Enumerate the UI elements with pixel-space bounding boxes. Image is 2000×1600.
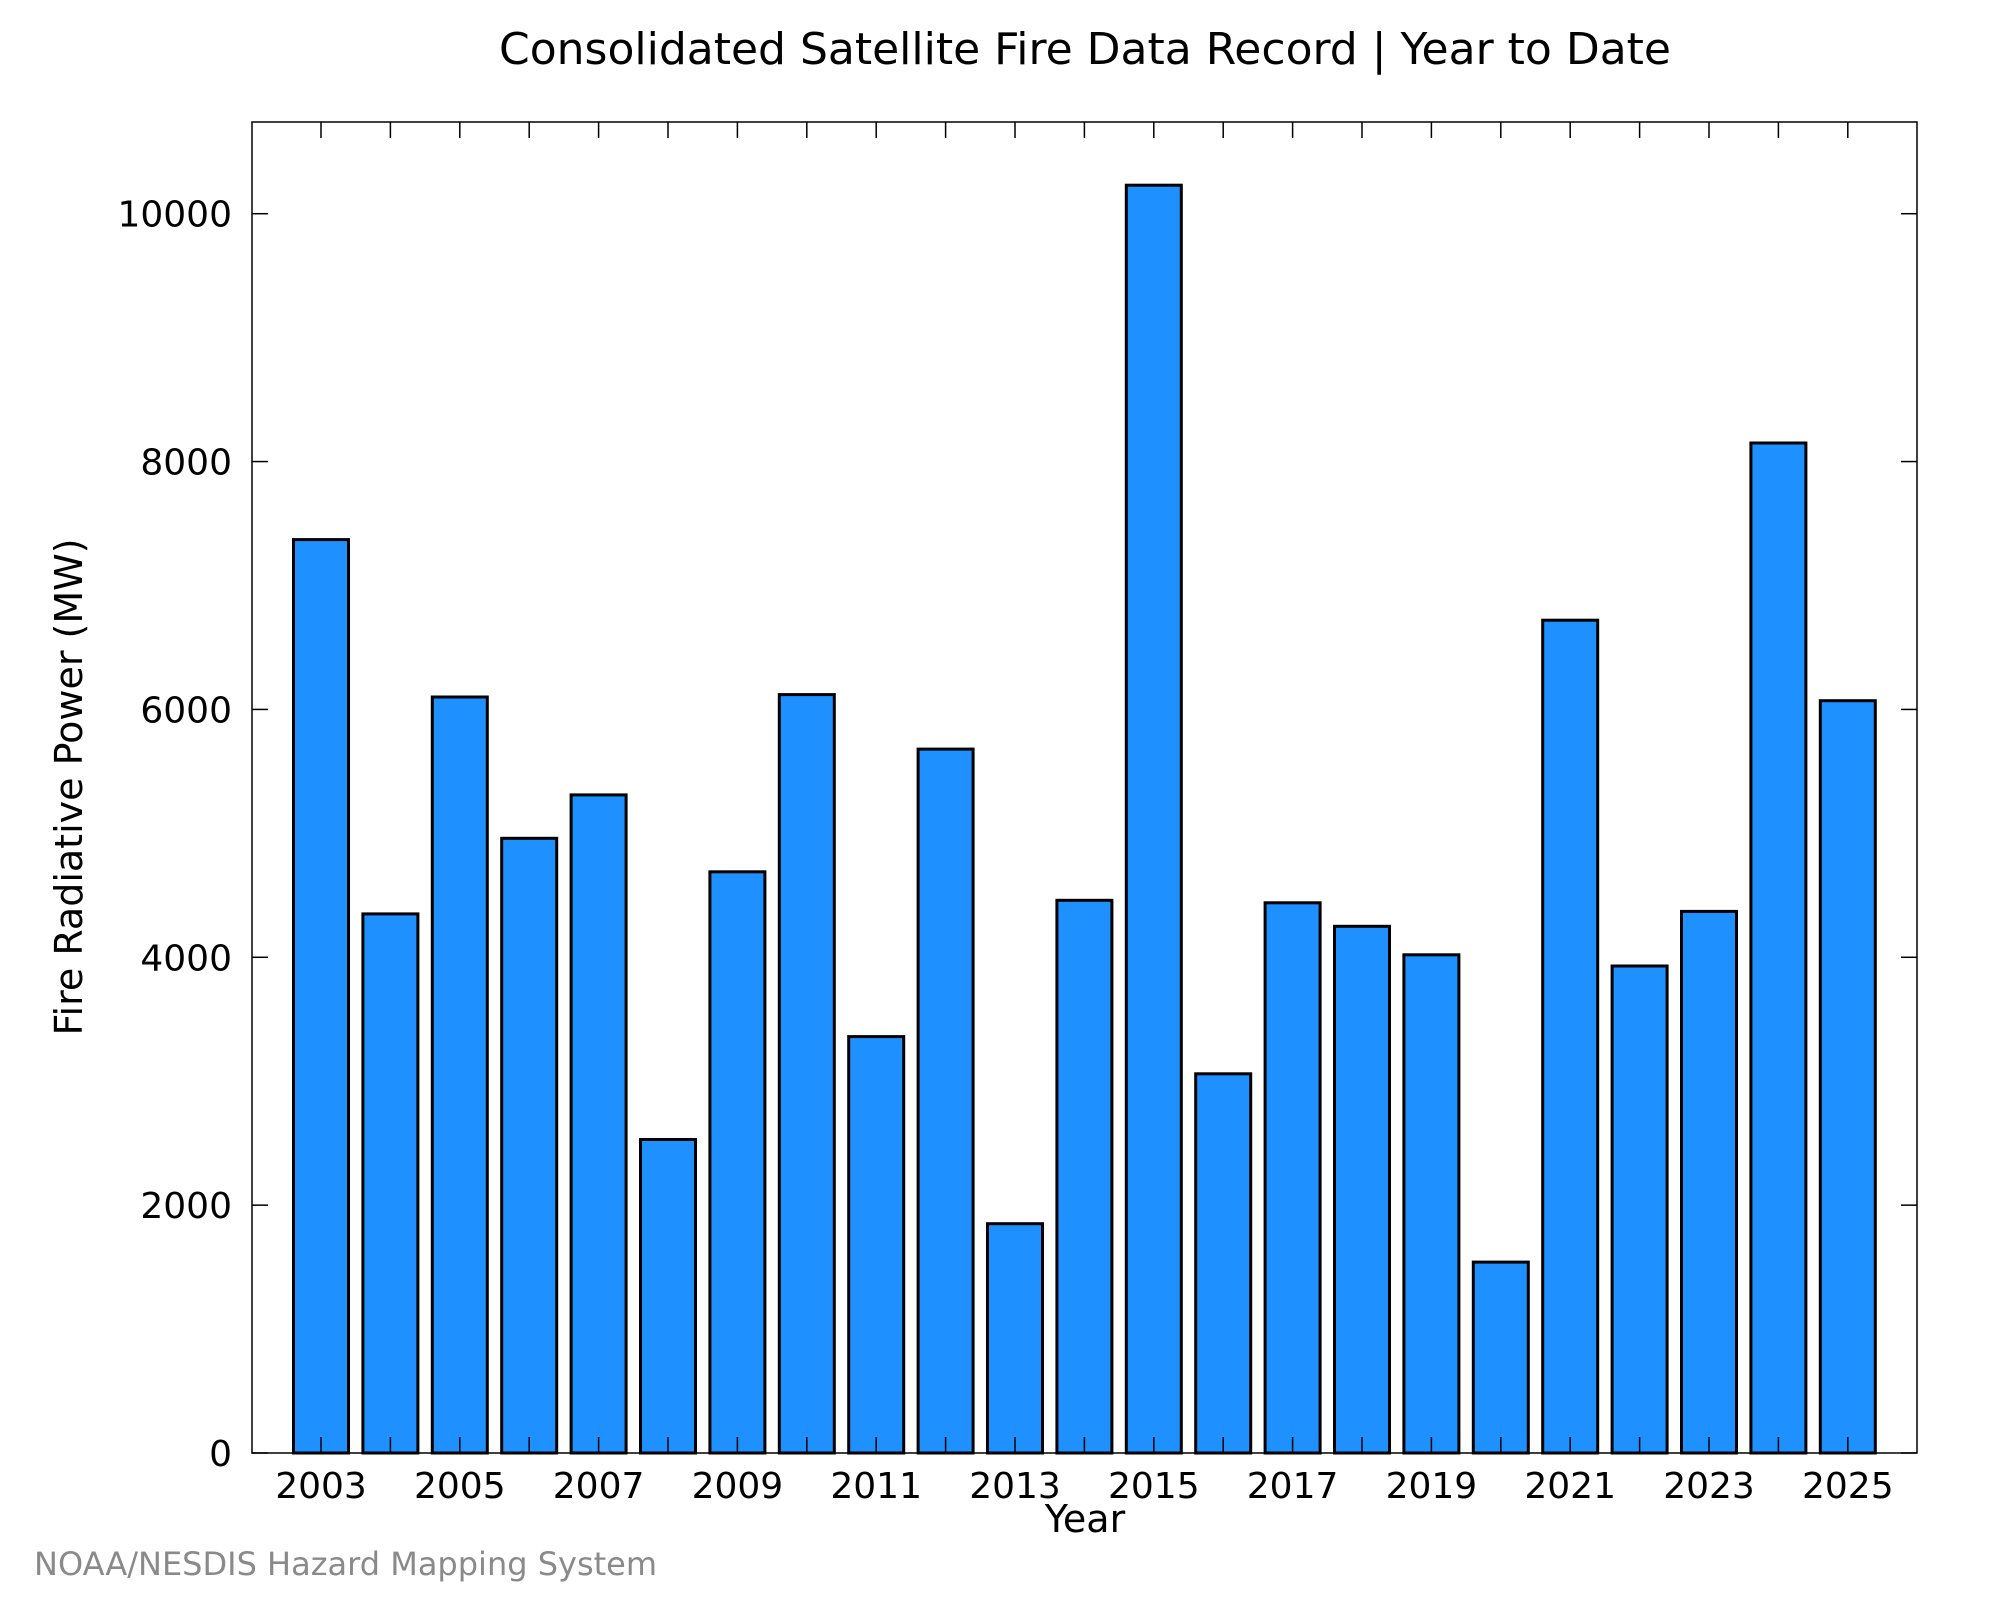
bar-2003 (292, 538, 350, 1455)
x-tick-label-2015: 2015 (1108, 1466, 1200, 1507)
bar-2014 (1055, 898, 1114, 1455)
y-axis-label: Fire Radiative Power (MW) (47, 538, 91, 1035)
bar-2017 (1263, 901, 1322, 1455)
bar-2008 (639, 1138, 697, 1455)
bar-2011 (847, 1035, 906, 1455)
bar-2025 (1818, 699, 1877, 1455)
ticks-layer: 2003 2005 2007 2009 2011 2013 2015 2017 2019 2021… (117, 122, 1917, 1507)
credit-text: NOAA/NESDIS Hazard Mapping System (34, 1545, 657, 1583)
bar-2020 (1471, 1260, 1530, 1455)
x-tick-label-2007: 2007 (553, 1466, 645, 1507)
bar-2010 (777, 693, 836, 1455)
bar-2016 (1194, 1072, 1253, 1455)
bar-2004 (361, 912, 420, 1455)
bar-2024 (1749, 441, 1808, 1455)
bar-2021 (1541, 618, 1600, 1455)
x-tick-label-2011: 2011 (830, 1466, 922, 1507)
x-axis-label: Year (1044, 1497, 1126, 1541)
bar-2018 (1333, 924, 1391, 1455)
bar-2013 (986, 1222, 1044, 1455)
x-tick-label-2009: 2009 (692, 1466, 784, 1507)
x-tick-label-2017: 2017 (1247, 1466, 1339, 1507)
bar-2006 (500, 836, 559, 1455)
x-tick-label-2013: 2013 (969, 1466, 1061, 1507)
x-tick-label-2005: 2005 (414, 1466, 506, 1507)
y-tick-label-6000: 6000 (140, 690, 232, 731)
y-tick-label-4000: 4000 (140, 938, 232, 979)
x-tick-label-2003: 2003 (275, 1466, 367, 1507)
y-tick-label-0: 0 (209, 1434, 232, 1475)
bars-layer (292, 183, 1877, 1455)
y-tick-label-2000: 2000 (140, 1186, 232, 1227)
x-tick-label-2025: 2025 (1802, 1466, 1894, 1507)
bar-2012 (916, 747, 975, 1455)
x-tick-label-2019: 2019 (1386, 1466, 1478, 1507)
bar-2015 (1124, 183, 1183, 1455)
x-tick-label-2023: 2023 (1663, 1466, 1755, 1507)
chart-title: Consolidated Satellite Fire Data Record … (499, 24, 1671, 75)
bar-2023 (1680, 909, 1738, 1455)
bar-2009 (708, 870, 767, 1455)
bar-2019 (1402, 953, 1461, 1455)
bar-2007 (569, 793, 628, 1455)
y-tick-label-8000: 8000 (140, 443, 232, 484)
bar-2005 (430, 695, 489, 1455)
x-tick-label-2021: 2021 (1524, 1466, 1616, 1507)
y-tick-label-10000: 10000 (117, 195, 232, 236)
bar-2022 (1610, 964, 1669, 1455)
